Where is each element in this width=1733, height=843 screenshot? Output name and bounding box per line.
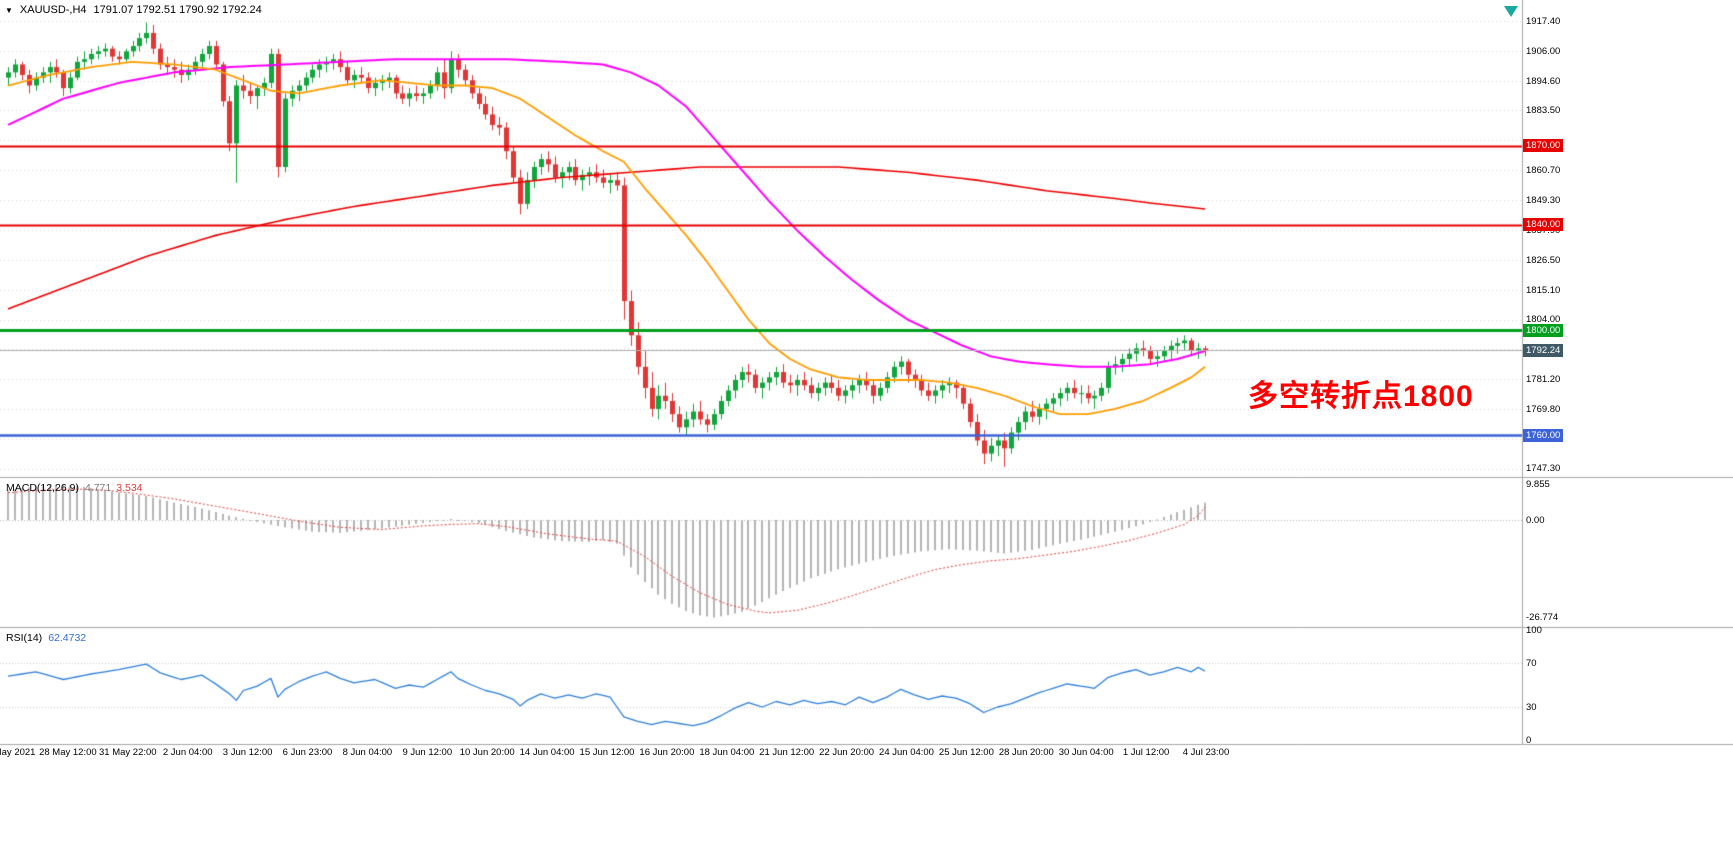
macd-indicator-label: MACD(12,26,9) 4.771 3.534 [6, 482, 143, 494]
resistance-badge-1870: 1870.00 [1523, 139, 1564, 153]
price-axis-label: 1917.40 [1526, 15, 1561, 27]
price-axis-label: 1906.00 [1526, 45, 1561, 57]
price-axis-label: 1769.80 [1526, 403, 1561, 415]
price-axis-label: 1781.20 [1526, 373, 1561, 385]
price-axis-label: 1849.30 [1526, 194, 1561, 206]
rsi-scale-label: 100 [1526, 624, 1542, 636]
price-axis-label: 1804.00 [1526, 314, 1561, 325]
price-axis-label: 1883.50 [1526, 104, 1561, 116]
time-axis-label: 16 Jun 20:00 [639, 747, 695, 758]
macd-main-value: 4.771 [84, 482, 112, 494]
time-axis-label: 30 Jun 04:00 [1058, 747, 1114, 758]
time-axis-label: 14 Jun 04:00 [519, 747, 575, 758]
time-axis-label: 2 Jun 04:00 [162, 747, 213, 758]
annotation-text: 多空转折点1800 [1248, 380, 1474, 413]
resistance-badge-1840: 1840.00 [1523, 218, 1564, 232]
time-axis-label: 15 Jun 12:00 [579, 747, 635, 758]
time-axis-label: 4 Jul 23:00 [1182, 747, 1230, 758]
chart-shift-marker-icon[interactable] [1504, 6, 1518, 17]
rsi-name: RSI(14) [6, 632, 43, 644]
current-price-badge: 1792.24 [1523, 343, 1564, 357]
price-axis-label: 1747.30 [1526, 463, 1561, 475]
time-axis-label: 22 Jun 20:00 [819, 747, 875, 758]
time-axis-label: 1 Jul 12:00 [1122, 747, 1170, 758]
macd-scale-label: 0.00 [1526, 514, 1545, 526]
rsi-scale-label: 70 [1526, 657, 1537, 669]
time-axis-label: 9 Jun 12:00 [402, 747, 453, 758]
macd-scale-label: -26.774 [1526, 612, 1559, 624]
collapse-arrow-icon[interactable]: ▼ [5, 5, 13, 15]
support-badge-1760: 1760.00 [1523, 428, 1564, 442]
price-axis-label: 1860.70 [1526, 164, 1561, 176]
time-axis-label: 6 Jun 23:00 [282, 747, 333, 758]
time-axis-label: 25 Jun 12:00 [938, 747, 994, 758]
rsi-scale-label: 0 [1526, 734, 1532, 746]
symbol-info: ▼ XAUUSD-,H4 1791.07 1792.51 1790.92 179… [5, 4, 262, 16]
rsi-value: 62.4732 [48, 632, 87, 644]
pivot-badge-1800: 1800.00 [1523, 323, 1564, 337]
ohlc-values: 1791.07 1792.51 1790.92 1792.24 [93, 4, 262, 16]
macd-scale-label: 9.855 [1526, 478, 1550, 490]
time-axis-label: 18 Jun 04:00 [699, 747, 755, 758]
macd-name: MACD(12,26,9) [6, 482, 79, 494]
symbol-period-label: XAUUSD-,H4 [19, 4, 87, 16]
rsi-scale-label: 30 [1526, 701, 1537, 713]
time-axis-label: 28 May 12:00 [39, 747, 97, 758]
time-axis-label: 24 Jun 04:00 [879, 747, 934, 758]
price-axis-label: 1894.60 [1526, 75, 1561, 87]
time-axis-label: 21 Jun 12:00 [759, 747, 815, 758]
time-axis-label: 31 May 22:00 [99, 747, 157, 758]
price-axis-label: 1815.10 [1526, 284, 1561, 296]
macd-signal-value: 3.534 [116, 482, 143, 494]
time-axis-label: 8 Jun 04:00 [342, 747, 393, 758]
rsi-indicator-label: RSI(14) 62.4732 [6, 632, 86, 644]
time-axis-label: 3 Jun 12:00 [222, 747, 273, 758]
time-axis-label: 10 Jun 20:00 [459, 747, 515, 758]
time-axis-label: 27 May 2021 [0, 747, 36, 758]
time-axis-label: 28 Jun 20:00 [998, 747, 1054, 758]
price-axis-label: 1826.50 [1526, 254, 1561, 266]
